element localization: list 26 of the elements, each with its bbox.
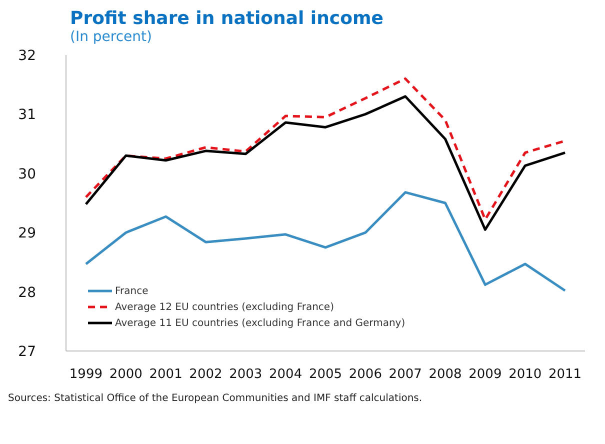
x-tick-label: 2010 bbox=[508, 367, 542, 382]
y-tick-label: 29 bbox=[18, 226, 36, 242]
x-tick-label: 2002 bbox=[189, 367, 222, 382]
line-series bbox=[84, 95, 566, 231]
x-tick-label: 2009 bbox=[468, 367, 502, 382]
y-tick-label: 32 bbox=[18, 48, 36, 64]
x-tick-label: 2001 bbox=[149, 367, 182, 382]
x-tick-label: 2008 bbox=[428, 367, 462, 382]
legend-label: Average 12 EU countries (excluding France) bbox=[115, 302, 334, 312]
x-tick-label: 2006 bbox=[348, 367, 382, 382]
x-tick-label: 2005 bbox=[308, 367, 342, 382]
x-tick-label: 1999 bbox=[69, 367, 103, 382]
y-tick-label: 30 bbox=[18, 166, 36, 182]
x-tick-label: 2007 bbox=[388, 367, 422, 382]
legend-label: France bbox=[115, 286, 148, 296]
x-tick-label: 2000 bbox=[109, 367, 142, 382]
y-tick-label: 28 bbox=[18, 284, 36, 301]
x-tick-label: 2011 bbox=[548, 367, 582, 382]
source-note: Sources: Statistical Office of the European Communities and IMF staff calculations. bbox=[8, 393, 424, 404]
y-tick-label: 27 bbox=[18, 344, 36, 360]
chart-title: Profit share in national income bbox=[70, 8, 384, 29]
chart-subtitle: (In percent) bbox=[70, 29, 153, 45]
legend-label: Average 11 EU countries (excluding France and Germany) bbox=[115, 318, 406, 328]
y-tick-label: 31 bbox=[18, 107, 36, 124]
x-tick-label: 2004 bbox=[269, 367, 302, 382]
x-tick-label: 2003 bbox=[229, 367, 262, 382]
